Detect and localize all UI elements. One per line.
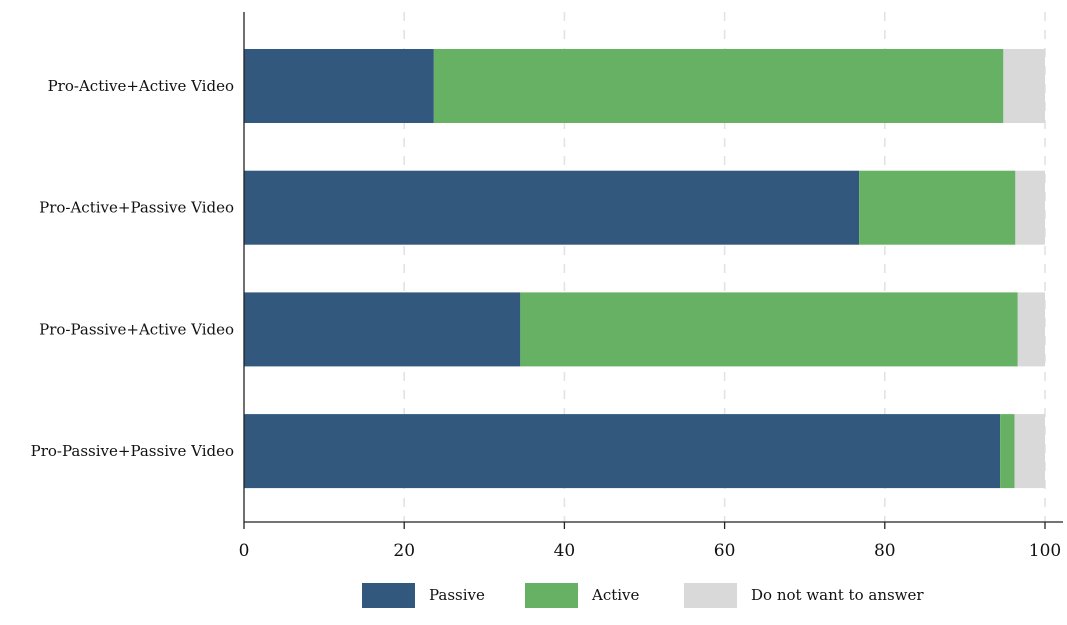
category-label: Pro-Passive+Active Video	[39, 320, 234, 338]
category-label: Pro-Active+Active Video	[48, 77, 234, 95]
bar-segment	[520, 292, 1018, 367]
bar-segment	[859, 170, 1016, 245]
bar-segment	[1014, 414, 1045, 489]
category-labels: Pro-Active+Active Video Pro-Active+Passiv…	[31, 77, 234, 460]
legend: Passive Active Do not want to answer	[362, 583, 924, 608]
x-tick-labels: 0 20 40 60 80 100	[239, 541, 1062, 561]
bar-segment	[244, 170, 860, 245]
category-label: Pro-Passive+Passive Video	[31, 442, 234, 460]
legend-swatch	[525, 583, 578, 608]
axes	[243, 12, 1063, 529]
legend-label: Passive	[429, 586, 485, 604]
bar-segment	[433, 49, 1004, 123]
bar-segment	[1015, 170, 1045, 245]
x-tick-label: 0	[239, 541, 250, 561]
bars	[244, 49, 1045, 489]
legend-label: Active	[591, 586, 640, 604]
bar-segment	[1003, 49, 1045, 123]
bar-segment	[1000, 414, 1015, 489]
bar-segment	[244, 292, 521, 367]
legend-swatch	[684, 583, 737, 608]
x-tick-label: 80	[874, 541, 896, 561]
bar-segment	[244, 414, 1001, 489]
bar-segment	[1017, 292, 1045, 367]
x-tick-label: 60	[714, 541, 736, 561]
gridlines	[403, 12, 1046, 522]
x-tick-label: 40	[554, 541, 576, 561]
bar-segment	[244, 49, 434, 123]
legend-swatch	[362, 583, 415, 608]
x-tick-label: 20	[393, 541, 415, 561]
category-label: Pro-Active+Passive Video	[39, 199, 234, 217]
x-tick-label: 100	[1029, 541, 1061, 561]
legend-label: Do not want to answer	[751, 586, 924, 604]
